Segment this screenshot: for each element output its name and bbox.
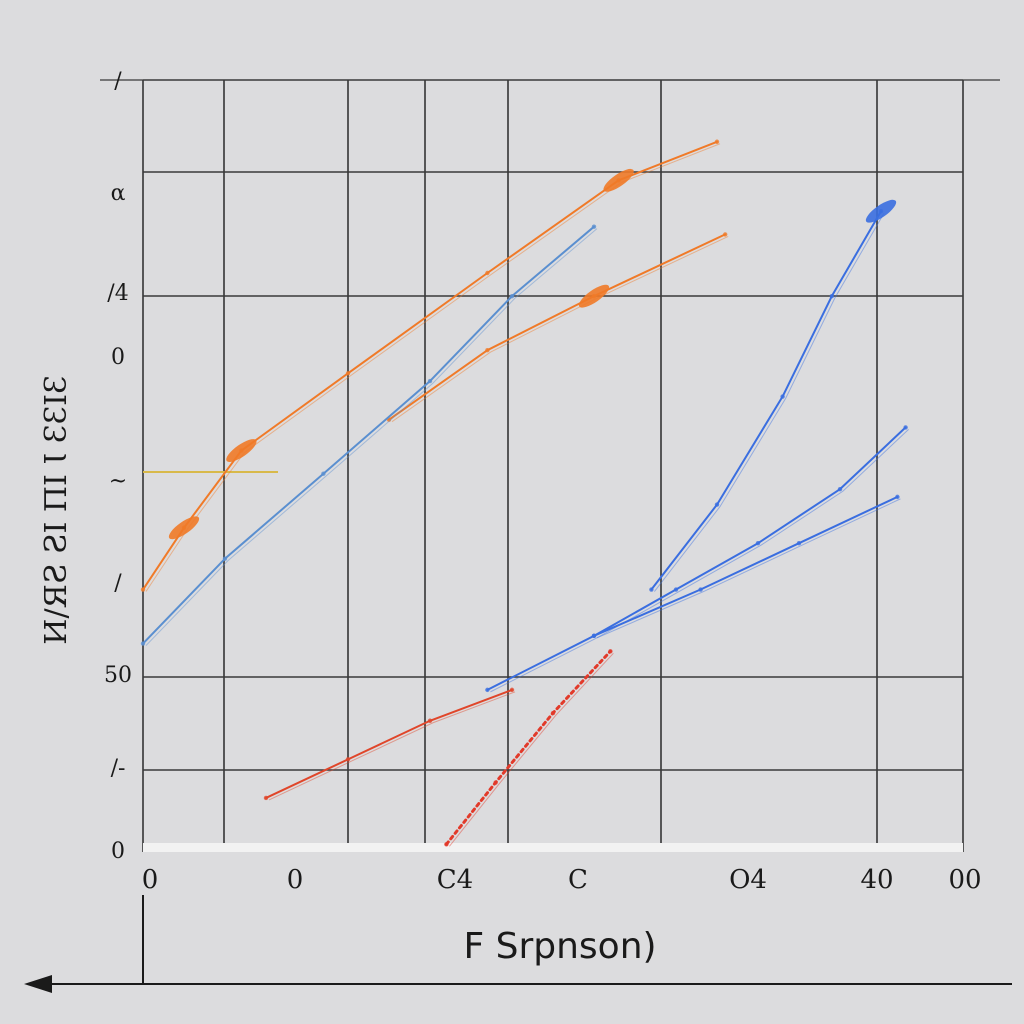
data-point [263,795,269,801]
data-point [837,486,843,492]
series-accent-mark [226,439,257,462]
series-accent-mark [578,284,610,308]
data-point [608,649,613,654]
data-point [427,718,433,723]
x-axis-arrowhead [24,975,52,993]
y-tick-label: 0 [111,345,125,370]
x-tick-label: 0 [142,865,159,895]
data-point [698,587,703,592]
data-point [493,780,498,785]
series-accent-mark [168,516,200,540]
series-line-blue-diagonal [142,225,595,645]
y-tick-label: /4 [107,281,128,306]
x-tick-label: O4 [729,865,767,895]
y-tick-label: 0 [111,839,125,864]
data-point [485,348,490,353]
data-point [509,293,515,299]
series-shadow-blue-fan-steep [654,212,885,592]
data-point [345,757,351,762]
series-shadow-blue-fan-mid [596,429,909,639]
x-tick-label: 00 [948,865,981,895]
data-point [903,425,908,430]
data-point [427,378,433,384]
data-point [755,541,761,546]
data-point [796,541,802,546]
data-point [723,232,728,237]
series-group [140,139,909,847]
data-point [485,270,490,276]
y-tick-label: /- [111,756,126,781]
x-tick-label: C [568,865,588,895]
x-tick-label: C4 [437,865,473,895]
y-tick-label: 50 [104,663,132,688]
series-shadow-blue-fan-low [490,498,901,693]
series-line-orange-lower [388,233,727,421]
data-point [673,587,679,592]
series-accent-mark [603,168,634,192]
data-point [780,394,785,399]
x-tick-label: 40 [860,865,893,895]
data-point [140,587,146,592]
data-point [714,139,720,144]
grid [100,79,1000,852]
data-point [591,633,597,639]
data-point [895,494,900,500]
baseline-band [143,843,963,852]
y-tick-label: / [114,69,122,94]
data-point [591,224,597,229]
series-shadow-red-lower [268,691,516,801]
series-shadow-red-dashed [449,652,614,847]
series-shadow-orange-lower [391,235,729,423]
data-point [321,471,326,476]
data-point [485,687,490,693]
data-point [550,710,556,716]
x-axis-label: F Srpnson) [463,926,656,967]
x-tick-labels: 0 0 C4 C O4 40 00 [142,865,982,895]
y-axis-label: И/ЯƧ ƧΙ ΠΙ Ɩ ƐƐΙƐ [39,375,74,644]
y-tick-label: / [114,571,122,596]
x-tick-label: 0 [287,865,304,895]
data-point [444,842,449,847]
data-point [829,293,834,299]
data-point [649,587,654,592]
series-accent-mark [865,199,897,223]
data-point [509,687,515,693]
data-point [140,641,146,646]
y-tick-label: α [111,181,126,206]
data-point [714,502,720,507]
y-tick-label: ~ [109,469,127,494]
data-point [345,371,351,376]
series-shadow-blue-diagonal [145,228,598,646]
series-line-red-lower [265,688,513,799]
series-line-red-dashed [444,649,612,846]
y-tick-labels: 0 /- 50 / ~0/4 α / [104,69,132,864]
data-point [222,556,228,561]
